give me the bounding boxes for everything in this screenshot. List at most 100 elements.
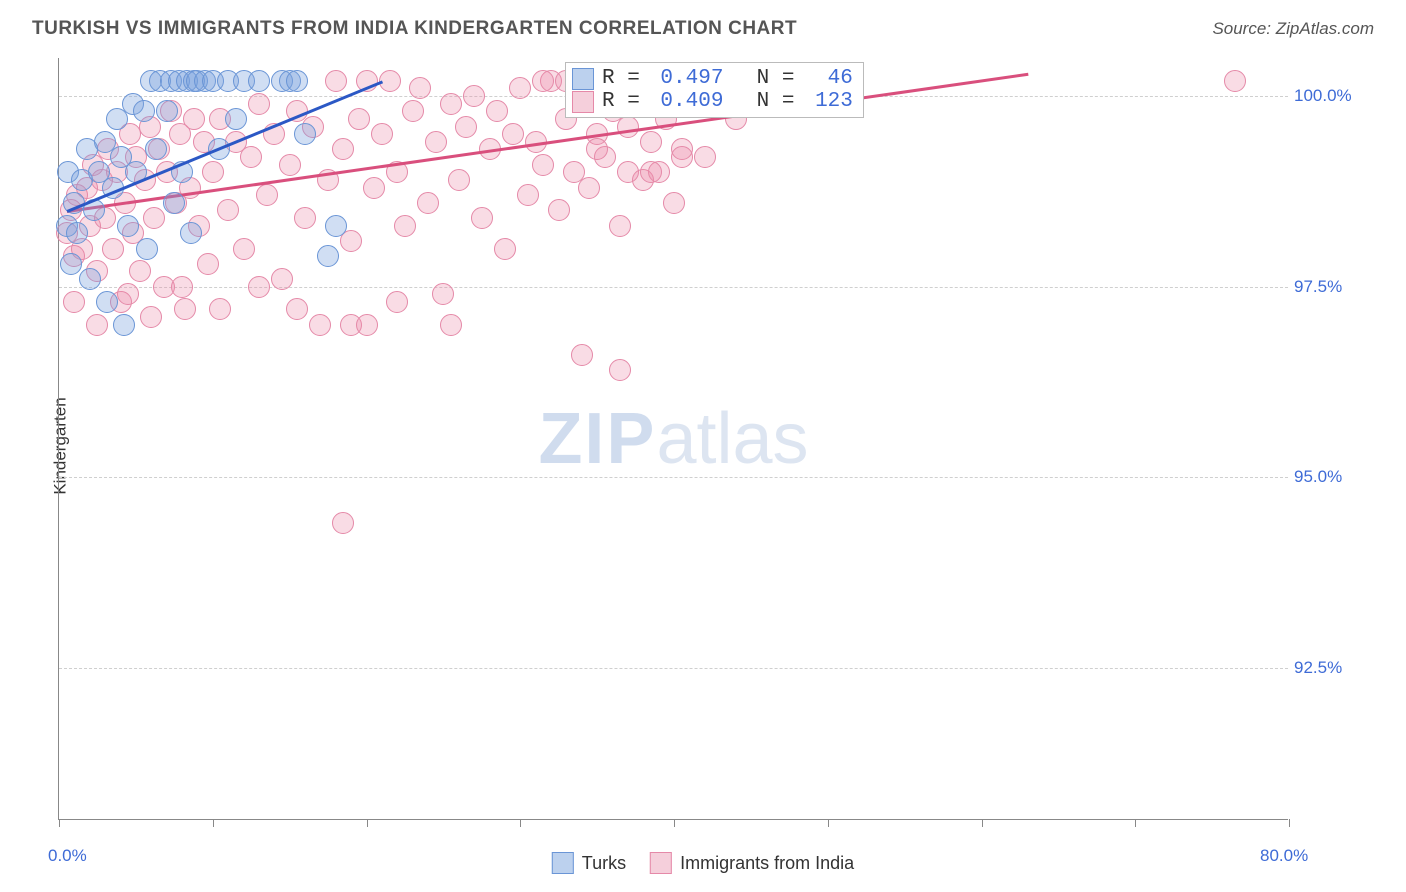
marker-india: [502, 123, 524, 145]
stats-row-india: R = 0.409 N = 123: [572, 90, 853, 113]
marker-turks: [248, 70, 270, 92]
grid-line: [59, 287, 1288, 288]
stats-n-label: N =: [731, 67, 807, 90]
marker-india: [640, 131, 662, 153]
marker-india: [532, 70, 554, 92]
marker-india: [617, 161, 639, 183]
marker-india: [448, 169, 470, 191]
x-tick-label-min: 0.0%: [48, 846, 87, 866]
marker-turks: [117, 215, 139, 237]
chart-source: Source: ZipAtlas.com: [1212, 19, 1374, 39]
marker-india: [394, 215, 416, 237]
marker-india: [117, 283, 139, 305]
marker-india: [248, 93, 270, 115]
marker-india: [509, 77, 531, 99]
marker-india: [197, 253, 219, 275]
stats-swatch-turks: [572, 68, 594, 90]
marker-turks: [66, 222, 88, 244]
marker-india: [143, 207, 165, 229]
marker-india: [325, 70, 347, 92]
marker-turks: [286, 70, 308, 92]
marker-turks: [133, 100, 155, 122]
marker-india: [440, 93, 462, 115]
stats-box: R = 0.497 N = 46R = 0.409 N = 123: [565, 62, 864, 118]
marker-india: [609, 215, 631, 237]
y-tick-label: 92.5%: [1294, 658, 1384, 678]
marker-india: [671, 146, 693, 168]
marker-turks: [163, 192, 185, 214]
marker-india: [332, 138, 354, 160]
marker-india: [102, 238, 124, 260]
marker-india: [471, 207, 493, 229]
x-tick: [674, 819, 675, 827]
marker-turks: [156, 100, 178, 122]
marker-turks: [113, 314, 135, 336]
stats-swatch-india: [572, 91, 594, 113]
x-tick: [59, 819, 60, 827]
stats-r-label: R =: [602, 67, 652, 90]
x-tick: [828, 819, 829, 827]
marker-india: [425, 131, 447, 153]
x-tick: [1289, 819, 1290, 827]
marker-india: [286, 298, 308, 320]
watermark: ZIPatlas: [538, 398, 808, 480]
stats-row-turks: R = 0.497 N = 46: [572, 67, 853, 90]
marker-india: [640, 161, 662, 183]
marker-india: [309, 314, 331, 336]
marker-india: [63, 291, 85, 313]
legend-item-turks: Turks: [552, 852, 626, 874]
marker-india: [617, 116, 639, 138]
marker-india: [140, 306, 162, 328]
grid-line: [59, 668, 1288, 669]
marker-india: [248, 276, 270, 298]
marker-turks: [325, 215, 347, 237]
marker-india: [171, 276, 193, 298]
marker-india: [694, 146, 716, 168]
marker-india: [517, 184, 539, 206]
marker-india: [348, 108, 370, 130]
marker-india: [174, 298, 196, 320]
x-tick: [367, 819, 368, 827]
bottom-legend: Turks Immigrants from India: [552, 852, 854, 874]
marker-india: [202, 161, 224, 183]
marker-turks: [96, 291, 118, 313]
marker-india: [402, 100, 424, 122]
marker-india: [271, 268, 293, 290]
marker-india: [417, 192, 439, 214]
marker-india: [279, 154, 301, 176]
chart-header: TURKISH VS IMMIGRANTS FROM INDIA KINDERG…: [32, 18, 1374, 40]
marker-india: [571, 344, 593, 366]
legend-swatch-india: [650, 852, 672, 874]
marker-india: [386, 291, 408, 313]
marker-turks: [294, 123, 316, 145]
marker-india: [1224, 70, 1246, 92]
x-tick: [520, 819, 521, 827]
x-tick-label-max: 80.0%: [1260, 846, 1308, 866]
marker-india: [663, 192, 685, 214]
stats-r-value: 0.409: [660, 90, 723, 113]
marker-india: [183, 108, 205, 130]
stats-r-label: R =: [602, 90, 652, 113]
marker-india: [332, 512, 354, 534]
marker-india: [409, 77, 431, 99]
marker-india: [432, 283, 454, 305]
marker-india: [240, 146, 262, 168]
marker-india: [294, 207, 316, 229]
marker-turks: [145, 138, 167, 160]
marker-india: [217, 199, 239, 221]
chart-title: TURKISH VS IMMIGRANTS FROM INDIA KINDERG…: [32, 18, 797, 40]
stats-n-value: 46: [815, 67, 853, 90]
marker-india: [548, 199, 570, 221]
marker-turks: [225, 108, 247, 130]
marker-india: [129, 260, 151, 282]
marker-india: [86, 314, 108, 336]
stats-n-value: 123: [815, 90, 853, 113]
marker-turks: [60, 253, 82, 275]
marker-turks: [180, 222, 202, 244]
marker-india: [455, 116, 477, 138]
scatter-plot: ZIPatlas 92.5%95.0%97.5%100.0%R = 0.497 …: [58, 58, 1288, 820]
marker-india: [233, 238, 255, 260]
marker-india: [440, 314, 462, 336]
stats-n-label: N =: [731, 90, 807, 113]
x-tick: [1135, 819, 1136, 827]
